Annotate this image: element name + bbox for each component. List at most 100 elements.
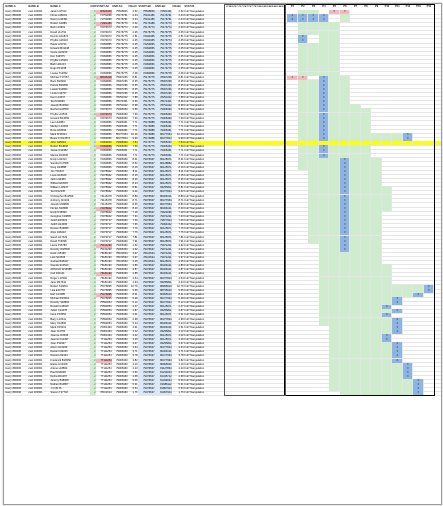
table-cell[interactable]: 79006363 <box>116 243 128 247</box>
table-cell[interactable]: 79006363 <box>116 383 128 387</box>
table-cell[interactable]: 2 <box>90 124 96 129</box>
table-cell[interactable]: Harry 800000 <box>5 198 22 202</box>
table-cell[interactable]: cuel 100001 <box>28 338 43 341</box>
table-cell[interactable]: 75176775 <box>116 42 128 46</box>
table-cell[interactable]: 9.65 <box>178 288 184 292</box>
table-cell[interactable]: 10.76 <box>131 284 138 288</box>
table-cell[interactable]: 80377844 <box>155 301 172 306</box>
table-cell[interactable]: 10.16 <box>177 133 184 136</box>
table-cell[interactable]: 8.41 <box>132 157 138 161</box>
table-cell[interactable]: 75176774 <box>116 38 128 42</box>
table-cell[interactable]: 2.51 <box>132 34 138 38</box>
table-cell[interactable]: Full Triangulation <box>184 42 205 46</box>
table-cell[interactable]: 75176775 <box>138 153 155 158</box>
table-cell[interactable]: 3.71 <box>132 350 138 354</box>
table-cell[interactable]: 80125971 <box>155 178 172 183</box>
table-cell[interactable]: 7.18 <box>178 210 184 214</box>
table-cell[interactable]: 75176775 <box>155 59 172 64</box>
table-cell[interactable]: 2 <box>90 145 96 150</box>
table-cell[interactable]: cuel 100001 <box>28 206 43 210</box>
table-cell[interactable]: 79006363 <box>116 301 128 305</box>
table-cell[interactable]: cuel 100001 <box>28 108 43 112</box>
table-cell[interactable]: 79076537 <box>138 182 155 187</box>
table-cell[interactable]: 2.45 <box>178 67 184 71</box>
table-cell[interactable]: Rose H18493 <box>50 128 67 132</box>
table-cell[interactable]: 75176775 <box>138 87 155 92</box>
table-cell[interactable]: cuel 100001 <box>28 383 43 387</box>
table-cell[interactable]: 80477964 <box>155 358 172 363</box>
table-cell[interactable]: 72074673 <box>100 26 112 30</box>
table-cell[interactable]: cuel 100001 <box>28 268 43 272</box>
table-cell[interactable]: Harry 800000 <box>5 26 22 30</box>
table-cell[interactable]: 79006363 <box>116 227 128 231</box>
table-cell[interactable]: 72043465 <box>138 34 155 39</box>
table-cell[interactable]: 8.15 <box>132 174 138 177</box>
table-cell[interactable]: 10.16 <box>131 133 138 136</box>
table-cell[interactable]: Full Triangulation <box>184 55 205 59</box>
table-cell[interactable]: Full Triangulation <box>184 108 205 112</box>
table-cell[interactable]: Frederick B18350 <box>50 358 71 362</box>
table-cell[interactable]: Harry 800000 <box>5 202 22 206</box>
table-cell[interactable]: 75181190 <box>100 264 112 268</box>
table-cell[interactable]: cuel 100001 <box>28 10 43 13</box>
table-cell[interactable]: 80377844 <box>116 137 128 141</box>
table-cell[interactable]: Harry 800000 <box>5 10 22 13</box>
table-cell[interactable]: Harry 800000 <box>5 338 22 341</box>
table-cell[interactable]: 79076537 <box>138 235 155 240</box>
table-cell[interactable]: Harry 800000 <box>5 124 22 128</box>
table-cell[interactable]: 79076537 <box>138 161 155 166</box>
table-cell[interactable]: Harry 800000 <box>5 145 22 149</box>
table-cell[interactable]: 75593054 <box>100 317 112 321</box>
table-cell[interactable]: 75181190 <box>100 251 112 255</box>
table-cell[interactable]: Fiona G18044 <box>50 14 67 18</box>
table-cell[interactable]: 78751002 <box>116 104 128 108</box>
table-cell[interactable]: Harry 800000 <box>5 292 22 296</box>
table-cell[interactable]: 75176775 <box>155 67 172 72</box>
table-cell[interactable]: Harry 800000 <box>5 161 22 165</box>
table-cell[interactable]: cuel 100001 <box>28 231 43 235</box>
table-cell[interactable]: 2.45 <box>132 67 138 71</box>
table-cell[interactable]: Harry 800000 <box>5 141 22 145</box>
table-cell[interactable]: 88795910 <box>155 288 172 293</box>
table-cell[interactable]: 2 <box>90 256 96 261</box>
table-cell[interactable]: 4.54 <box>178 276 184 280</box>
table-cell[interactable]: 4.68 <box>178 374 184 378</box>
table-cell[interactable]: 2 <box>90 120 96 125</box>
table-cell[interactable]: 2 <box>90 387 96 392</box>
table-cell[interactable]: 75176775 <box>138 100 155 105</box>
table-cell[interactable]: 72093866 <box>138 55 155 60</box>
table-cell[interactable]: 72093866 <box>100 63 112 67</box>
table-cell[interactable]: 2 <box>90 346 96 351</box>
table-cell[interactable]: 80377844 <box>155 190 172 195</box>
table-cell[interactable]: 2 <box>90 165 96 170</box>
table-cell[interactable]: 72093866 <box>100 92 112 95</box>
table-cell[interactable]: Full Triangulation <box>184 350 205 354</box>
table-cell[interactable]: Jessie D12382 <box>50 149 68 153</box>
table-cell[interactable]: cuel 100001 <box>28 358 43 362</box>
table-cell[interactable]: 75176761 <box>116 14 128 18</box>
table-cell[interactable]: Full Triangulation <box>184 116 205 120</box>
table-cell[interactable]: 75176761 <box>155 18 172 23</box>
table-cell[interactable]: Harry 800000 <box>5 206 22 210</box>
table-cell[interactable]: 7.33 <box>132 215 138 218</box>
table-cell[interactable]: Harry 800000 <box>5 22 22 26</box>
table-cell[interactable]: 8.81 <box>178 186 184 190</box>
table-cell[interactable]: cuel 100001 <box>28 38 43 42</box>
table-cell[interactable]: Harry 800000 <box>5 104 22 108</box>
table-cell[interactable]: 2 <box>90 288 96 293</box>
table-cell[interactable]: 79006363 <box>116 174 128 177</box>
table-cell[interactable]: 75176774 <box>155 38 172 43</box>
table-cell[interactable]: 75181190 <box>100 260 112 264</box>
table-cell[interactable]: 79006363 <box>116 182 128 186</box>
table-cell[interactable]: Full Triangulation <box>184 338 205 341</box>
table-cell[interactable]: 9.99 <box>132 137 138 141</box>
table-cell[interactable]: 74115478 <box>100 194 112 198</box>
table-cell[interactable]: Full Triangulation <box>184 174 205 177</box>
table-cell[interactable]: 2.39 <box>132 26 138 30</box>
table-cell[interactable]: 4.31 <box>132 313 138 317</box>
table-cell[interactable]: 78467266 <box>116 79 128 83</box>
table-cell[interactable]: 72093866 <box>100 79 112 83</box>
table-cell[interactable]: 2.39 <box>178 26 184 30</box>
table-cell[interactable]: 79006363 <box>116 145 128 149</box>
table-cell[interactable]: 80255811 <box>155 280 172 285</box>
